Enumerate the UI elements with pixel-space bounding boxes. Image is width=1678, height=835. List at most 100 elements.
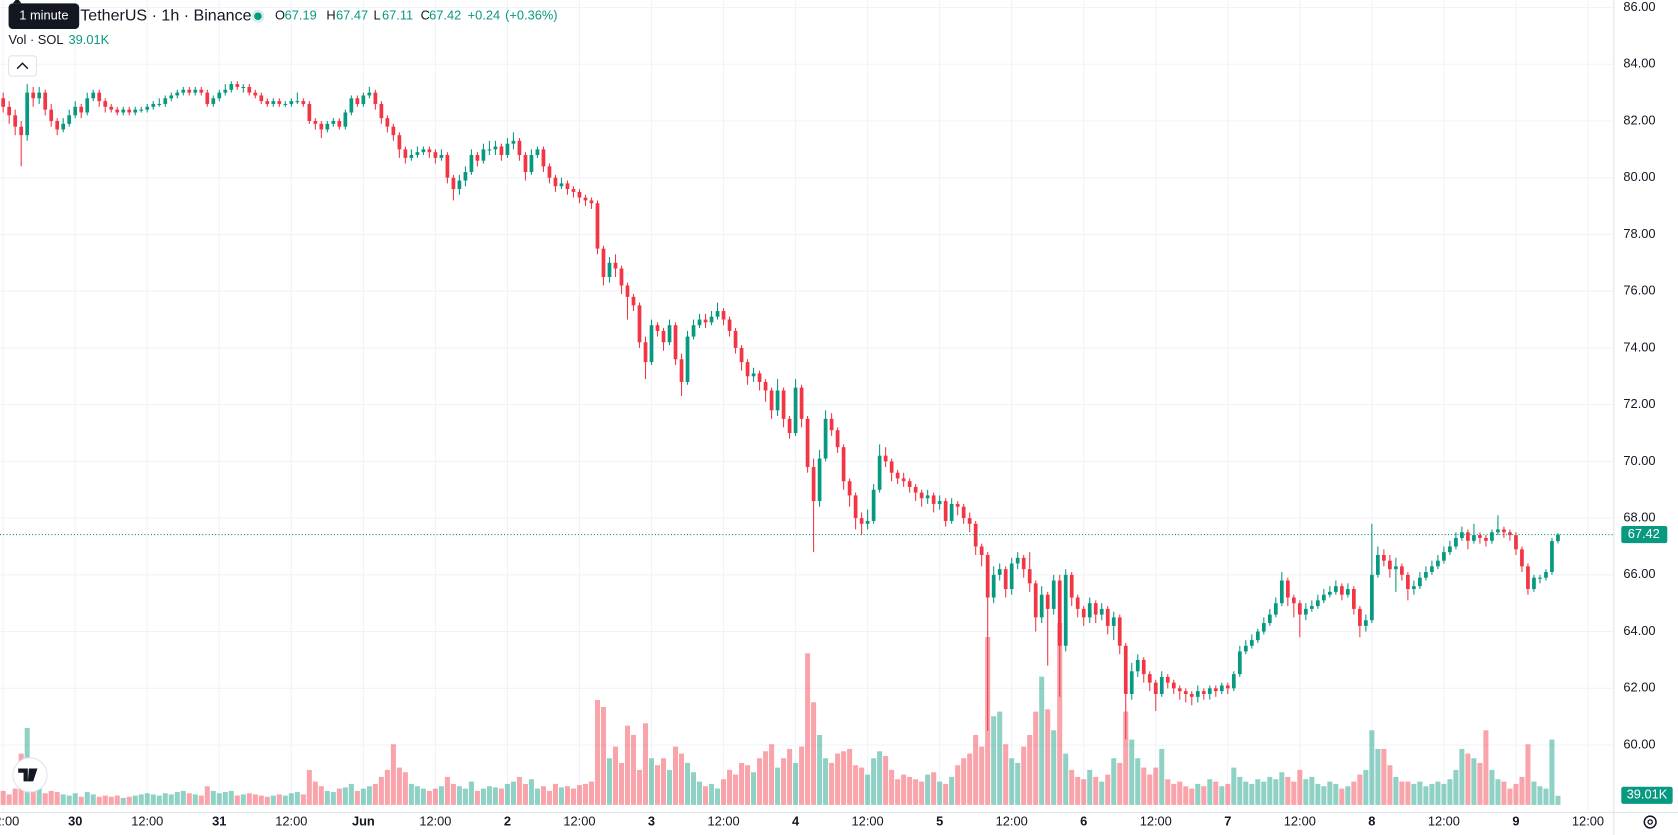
volume-bar [450, 783, 456, 805]
volume-bar [1051, 730, 1057, 805]
candle-body [133, 109, 138, 113]
candle-body [1057, 580, 1062, 646]
candle-body [1177, 688, 1182, 692]
volume-bar [1291, 781, 1297, 805]
volume-bar [697, 781, 703, 805]
candle-body [61, 123, 66, 130]
volume-bar [703, 786, 709, 805]
volume-bar [877, 751, 883, 805]
x-tick-label: 12:00 [1572, 813, 1604, 828]
candle-body [607, 262, 612, 277]
volume-bar [276, 794, 282, 805]
candle-body [187, 89, 192, 93]
candle-body [1063, 574, 1068, 646]
volume-bar [691, 772, 697, 805]
ohlc-letter: C [421, 8, 430, 23]
volume-bar [871, 758, 877, 805]
volume-badge [1621, 786, 1673, 804]
volume-bar [366, 786, 372, 805]
candle-body [997, 569, 1002, 575]
x-tick-label: 12:00 [996, 813, 1028, 828]
volume-bar [1417, 781, 1423, 805]
volume-bar [991, 716, 997, 805]
candle-body [379, 103, 384, 119]
volume-bar [498, 788, 504, 805]
volume-bar [402, 772, 408, 805]
candle-body [1496, 529, 1500, 533]
candle-body [1099, 608, 1104, 615]
volume-bar [847, 748, 853, 805]
volume-bar [6, 794, 12, 805]
collapse-button[interactable] [8, 55, 37, 77]
candle-body [571, 189, 576, 192]
volume-bar [438, 786, 444, 805]
candle-body [259, 95, 264, 102]
volume-bar [1147, 774, 1153, 805]
candle-body [1327, 591, 1332, 595]
x-tick-label: Jun [352, 813, 375, 828]
candle-body [601, 248, 606, 277]
volume-bar [1363, 769, 1369, 805]
volume-bar [1405, 781, 1411, 805]
y-tick-label: 68.00 [1623, 510, 1655, 525]
candle-body [199, 89, 204, 93]
candle-body [487, 149, 492, 151]
volume-bar [216, 793, 222, 805]
volume-bar [72, 793, 78, 805]
collapse-icon [16, 62, 29, 70]
candle-body [229, 84, 234, 90]
candle-body [37, 92, 42, 99]
candle-body [589, 200, 594, 204]
candle-body [367, 92, 372, 96]
candle-body [1153, 682, 1158, 694]
candle-body [937, 501, 942, 504]
volume-bar [919, 781, 925, 805]
volume-bar [949, 776, 955, 805]
volume-bar [1393, 776, 1399, 805]
candle-body [973, 523, 978, 547]
volume-bar [60, 794, 66, 805]
candle-body [1297, 603, 1302, 615]
volume-bar [1387, 765, 1393, 805]
volume-bar [1039, 676, 1045, 805]
volume-bar [1369, 730, 1375, 805]
volume-bar [36, 788, 42, 805]
volume-pane [0, 622, 1561, 805]
candle-body [1532, 577, 1536, 590]
candle-body [817, 458, 822, 502]
candle-body [1466, 532, 1470, 541]
candle-body [625, 285, 630, 297]
volume-bar [1189, 788, 1195, 805]
volume-bar [486, 786, 492, 805]
candle-body [1207, 688, 1212, 694]
volume-bar [931, 772, 937, 805]
candle-body [1141, 659, 1146, 675]
volume-bar [811, 702, 817, 805]
volume-bar [168, 794, 174, 805]
candle-body [1, 98, 6, 107]
candle-body [649, 325, 654, 363]
candle-body [217, 92, 222, 99]
candle-body [151, 103, 156, 107]
volume-bar [282, 795, 288, 805]
settings-button[interactable] [1643, 815, 1657, 829]
volume-bar [1519, 776, 1525, 805]
y-tick-label: 86.00 [1623, 0, 1655, 14]
candle-body [1111, 617, 1116, 626]
volume-bar [1327, 781, 1333, 805]
volume-bar [1165, 779, 1171, 805]
volume-bar [1267, 776, 1273, 805]
candle-body [781, 390, 786, 419]
candle-body [1213, 688, 1218, 692]
y-tick-label: 74.00 [1623, 339, 1655, 354]
volume-bar [336, 788, 342, 805]
candle-body [427, 149, 432, 153]
volume-bar [306, 769, 312, 805]
volume-bar [1219, 786, 1225, 805]
candle-body [469, 155, 474, 173]
volume-bar [1339, 788, 1345, 805]
candle-body [385, 118, 390, 127]
volume-bar [937, 781, 943, 805]
candle-body [1376, 554, 1380, 575]
